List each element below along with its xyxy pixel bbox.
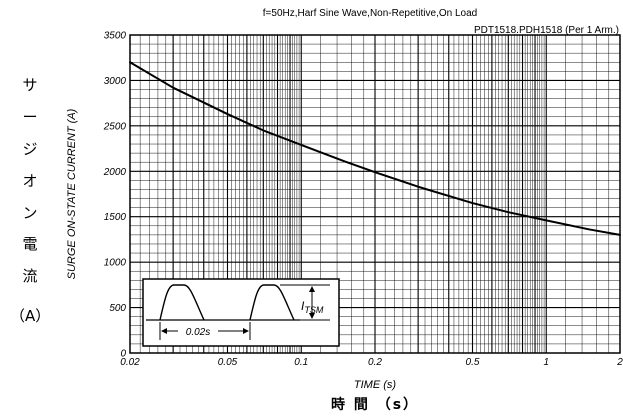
y-axis-jp-char-1: サ [22, 76, 38, 94]
y-axis-jp-char-3: ジ [22, 140, 38, 158]
y-axis-label: SURGE ON-STATE CURRENT (A) [66, 108, 78, 279]
x-tick-label: 0.2 [368, 357, 382, 368]
x-tick-label: 2 [616, 357, 623, 368]
y-tick-label: 2500 [103, 121, 127, 132]
x-tick-label: 0.5 [466, 357, 480, 368]
y-axis-jp-char-2: ー [22, 108, 38, 126]
x-tick-labels: 0.02 0.05 0.1 0.2 0.5 1 2 [120, 357, 623, 368]
inset-pulse-2 [249, 284, 295, 321]
y-axis-jp-char-5: ン [22, 204, 38, 222]
x-axis-label-jp: 時 間 （s） [331, 396, 419, 413]
y-tick-label: 0 [120, 349, 126, 360]
y-axis-jp-char-6: 電 [22, 235, 38, 253]
plot-frame [129, 34, 621, 354]
x-axis-label: TIME (s) [354, 379, 396, 391]
x-tick-label: 0.1 [294, 357, 308, 368]
y-tick-label: 500 [109, 303, 126, 314]
y-tick-label: 3500 [104, 31, 127, 42]
inset-time-label: 0.02s [186, 327, 210, 338]
y-axis-jp-unit: （A） [10, 307, 51, 325]
inset-pulse-1 [159, 284, 205, 321]
inset-box [142, 278, 340, 347]
x-tick-label: 0.05 [218, 357, 238, 368]
y-tick-label: 2000 [103, 167, 127, 178]
series-layer [129, 61, 621, 236]
y-axis-jp-char-4: オ [22, 172, 38, 190]
inset-period-arrowhead-left [161, 328, 167, 334]
inset-current-label: ITSM [301, 299, 324, 315]
y-tick-label: 1500 [104, 212, 127, 223]
y-tick-label: 1000 [104, 258, 127, 269]
inset-current-arrowhead-down [309, 313, 315, 319]
y-tick-labels: 0 500 1000 1500 2000 2500 3000 3500 [103, 31, 127, 360]
waveform-inset: ITSM 0.02s [142, 278, 340, 347]
x-tick-label: 1 [543, 357, 549, 368]
inset-current-arrowhead-up [309, 286, 315, 292]
x-tick-label: 0.02 [120, 357, 140, 368]
chart-subtitle: PDT1518.PDH1518 (Per 1 Arm.) [474, 25, 619, 36]
inset-period-arrowhead-right [243, 328, 249, 334]
series-line [129, 61, 621, 236]
y-tick-label: 3000 [104, 76, 127, 87]
y-axis-jp-char-7: 流 [22, 267, 38, 285]
chart-title: f=50Hz,Harf Sine Wave,Non-Repetitive,On … [263, 8, 477, 19]
